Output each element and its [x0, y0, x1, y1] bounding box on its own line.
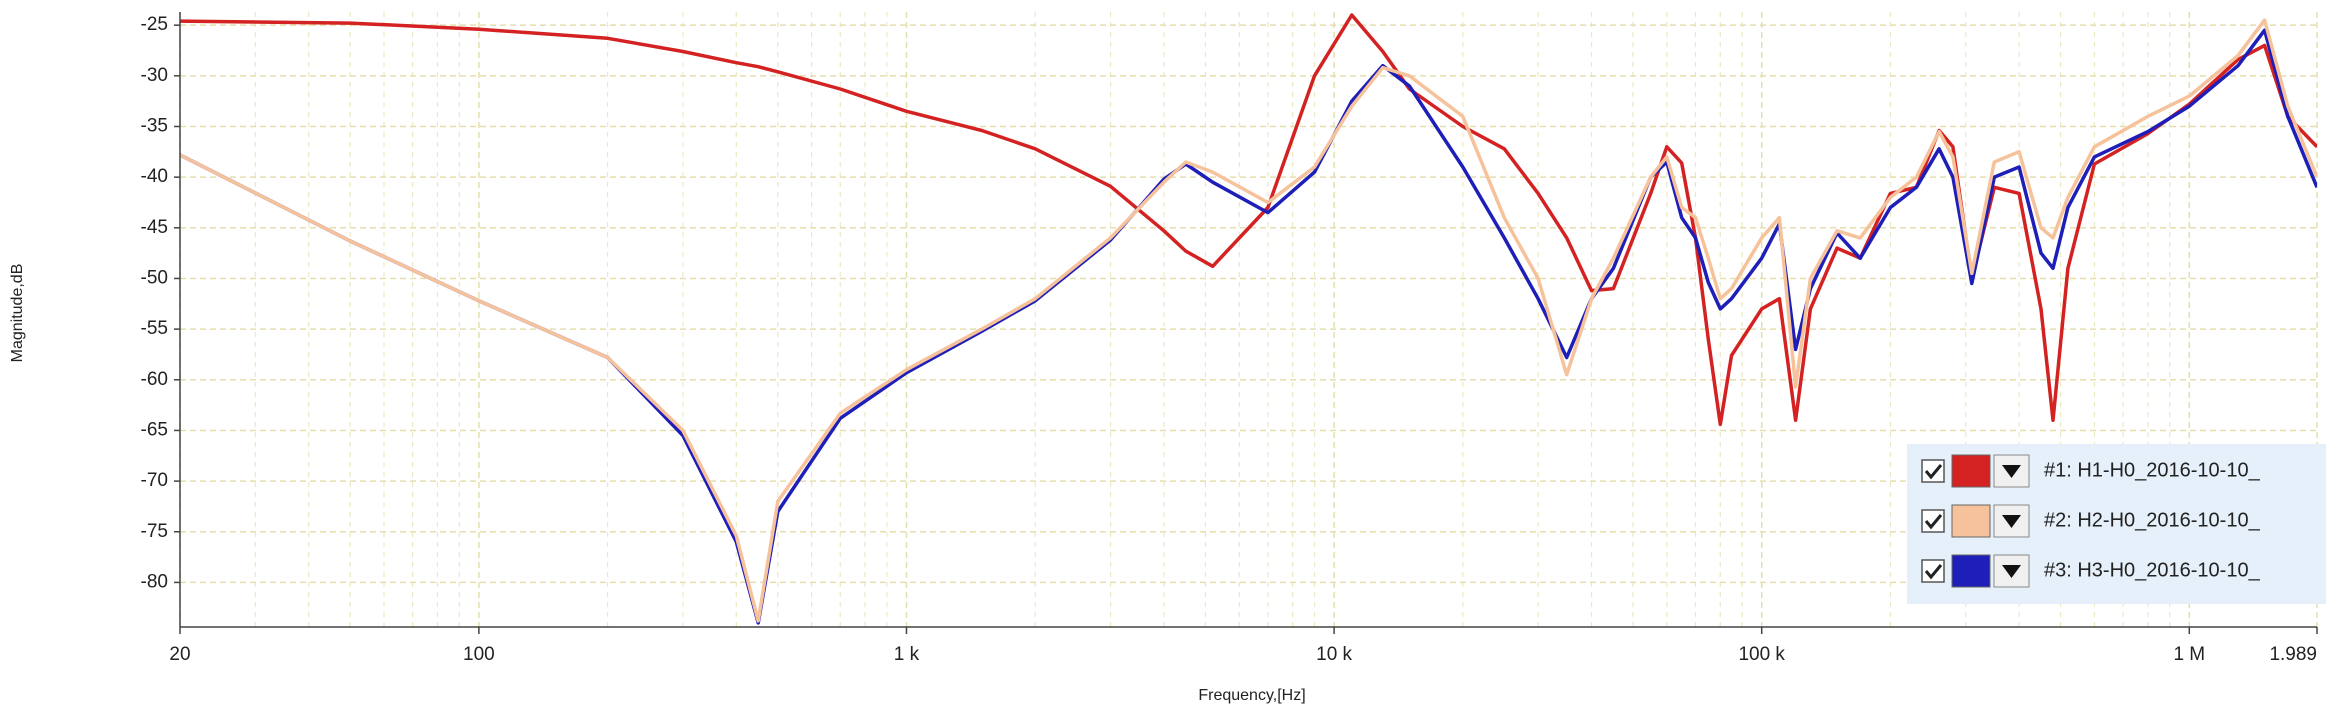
y-tick-label: -35: [141, 116, 168, 137]
x-tick-label: 1 k: [894, 644, 920, 665]
x-tick-label: 1 M: [2173, 644, 2205, 665]
legend-label: #1: H1-H0_2016-10-10_: [2044, 459, 2261, 481]
y-tick-label: -40: [141, 166, 168, 187]
legend-label: #2: H2-H0_2016-10-10_: [2044, 509, 2261, 531]
legend-label: #3: H3-H0_2016-10-10_: [2044, 559, 2261, 581]
y-tick-label: -65: [141, 419, 168, 440]
legend-checkbox: [1921, 459, 1945, 483]
x-tick-label: 100: [463, 644, 495, 665]
x-tick-label: 10 k: [1316, 644, 1352, 665]
legend: #1: H1-H0_2016-10-10_ #2: H2-H0_2016-10-1…: [1907, 444, 2326, 604]
lines: [180, 13, 2317, 625]
y-tick-label: -80: [141, 571, 168, 592]
y-tick-label: -55: [141, 318, 168, 339]
legend-dropdown-arrow: [2002, 465, 2021, 478]
x-tick-label: 100 k: [1738, 644, 1785, 665]
series-line: [180, 18, 2317, 623]
legend-checkbox: [1921, 509, 1945, 533]
y-tick-label: -75: [141, 521, 168, 542]
x-tick-label: 20: [169, 644, 190, 665]
legend-check: [1924, 564, 1943, 580]
y-tick-label: -25: [141, 14, 168, 35]
y-tick-label: -50: [141, 267, 168, 288]
x-tick-label: 1.989: [2269, 644, 2317, 665]
x-axis-label: Frequency,[Hz]: [1198, 687, 1305, 704]
legend-check: [1924, 514, 1943, 530]
legend-swatch: [1951, 454, 1991, 488]
y-tick-label: -60: [141, 369, 168, 390]
y-tick-label: -70: [141, 470, 168, 491]
legend-swatch: [1951, 554, 1991, 588]
y-tick-label: -45: [141, 217, 168, 238]
legend-swatch: [1951, 504, 1991, 538]
legend-check: [1924, 464, 1943, 480]
y-axis-label: Magnitude,dB: [9, 264, 26, 363]
legend-dropdown-arrow: [2002, 565, 2021, 578]
series-line: [180, 13, 2317, 427]
legend-items: #1: H1-H0_2016-10-10_ #2: H2-H0_2016-10-1…: [1921, 454, 2261, 588]
y-tick-label: -30: [141, 65, 168, 86]
legend-dropdown-arrow: [2002, 515, 2021, 528]
legend-checkbox: [1921, 559, 1945, 583]
